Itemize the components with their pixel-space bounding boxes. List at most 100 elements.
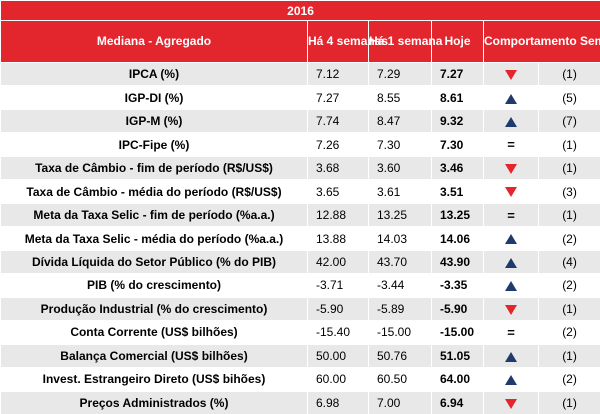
triangle-up-icon	[505, 93, 517, 104]
value-today: -5.90	[431, 296, 484, 322]
trend-cell	[483, 85, 539, 110]
indicator-label: IPC-Fipe (%)	[0, 132, 308, 157]
value-4-weeks-ago: 60.00	[307, 367, 369, 392]
value-1-week-ago: 7.30	[368, 132, 432, 157]
header-indicator: Mediana - Agregado	[0, 20, 308, 63]
table-row: Balança Comercial (US$ bilhões) 50.00 50.7…	[0, 343, 600, 369]
indicator-label: Preços Administrados (%)	[0, 390, 308, 414]
table-body: IPCA (%) 7.12 7.29 7.27 (1) IGP-DI (%) 7.27 8.5…	[0, 61, 600, 414]
value-1-week-ago: -15.00	[368, 320, 432, 345]
value-today: 51.05	[431, 343, 484, 369]
value-today: 3.51	[431, 179, 484, 204]
table-row: PIB (% do crescimento) -3.71 -3.44 -3.35 (2)	[0, 273, 600, 298]
value-4-weeks-ago: 50.00	[307, 343, 369, 369]
value-4-weeks-ago: 7.74	[307, 108, 369, 134]
triangle-down-icon	[505, 304, 517, 315]
equals-icon: =	[507, 207, 515, 223]
value-today: 7.30	[431, 132, 484, 157]
value-1-week-ago: 50.76	[368, 343, 432, 369]
trend-cell	[483, 367, 539, 392]
value-today: 13.25	[431, 202, 484, 228]
consecutive-weeks: (4)	[537, 249, 600, 275]
indicator-label: IGP-DI (%)	[0, 85, 308, 110]
value-today: 7.27	[431, 61, 484, 87]
value-today: 3.46	[431, 155, 484, 181]
trend-cell	[483, 61, 539, 87]
table-row: Taxa de Câmbio - média do período (R$/US…	[0, 179, 600, 204]
header-today: Hoje	[431, 20, 484, 63]
consecutive-weeks: (1)	[537, 202, 600, 228]
table-row: IPC-Fipe (%) 7.26 7.30 7.30 = (1)	[0, 132, 600, 157]
table-row: Conta Corrente (US$ bilhões) -15.40 -15.00…	[0, 320, 600, 345]
table-row: Preços Administrados (%) 6.98 7.00 6.94 (1)	[0, 390, 600, 414]
consecutive-weeks: (1)	[537, 155, 600, 181]
value-1-week-ago: 7.29	[368, 61, 432, 87]
consecutive-weeks: (1)	[537, 390, 600, 414]
equals-icon: =	[507, 137, 515, 153]
triangle-down-icon	[505, 187, 517, 198]
value-1-week-ago: 8.55	[368, 85, 432, 110]
value-4-weeks-ago: 13.88	[307, 226, 369, 251]
table-row: Dívida Líquida do Setor Público (% do PI…	[0, 249, 600, 275]
triangle-down-icon	[505, 163, 517, 174]
indicator-label: Meta da Taxa Selic - média do período (%…	[0, 226, 308, 251]
indicator-label: PIB (% do crescimento)	[0, 273, 308, 298]
consecutive-weeks: (2)	[537, 226, 600, 251]
table-row: Meta da Taxa Selic - média do período (%…	[0, 226, 600, 251]
triangle-up-icon	[505, 375, 517, 386]
trend-cell	[483, 226, 539, 251]
value-4-weeks-ago: -5.90	[307, 296, 369, 322]
table-row: IPCA (%) 7.12 7.29 7.27 (1)	[0, 61, 600, 87]
indicator-label: Taxa de Câmbio - fim de período (R$/US$)	[0, 155, 308, 181]
value-4-weeks-ago: 42.00	[307, 249, 369, 275]
value-1-week-ago: -3.44	[368, 273, 432, 298]
value-1-week-ago: 3.60	[368, 155, 432, 181]
value-today: 43.90	[431, 249, 484, 275]
value-today: 8.61	[431, 85, 484, 110]
consecutive-weeks: (2)	[537, 320, 600, 345]
triangle-up-icon	[505, 257, 517, 268]
trend-cell	[483, 155, 539, 181]
indicator-label: IPCA (%)	[0, 61, 308, 87]
year-title: 2016	[0, 0, 600, 21]
equals-icon: =	[507, 324, 515, 340]
consecutive-weeks: (1)	[537, 61, 600, 87]
indicator-label: Meta da Taxa Selic - fim de período (%a.…	[0, 202, 308, 228]
trend-cell	[483, 249, 539, 275]
header-1-week-ago: Há 1 semana	[368, 20, 442, 63]
trend-cell	[483, 390, 539, 414]
trend-cell	[483, 108, 539, 134]
consecutive-weeks: (2)	[537, 273, 600, 298]
value-today: 64.00	[431, 367, 484, 392]
consecutive-weeks: (1)	[537, 343, 600, 369]
triangle-up-icon	[505, 281, 517, 292]
table-row: Invest. Estrangeiro Direto (US$ bihões) 6…	[0, 367, 600, 392]
indicator-label: Produção Industrial (% do crescimento)	[0, 296, 308, 322]
table-row: Produção Industrial (% do crescimento) -5…	[0, 296, 600, 322]
triangle-down-icon	[505, 398, 517, 409]
value-4-weeks-ago: 3.65	[307, 179, 369, 204]
value-1-week-ago: 8.47	[368, 108, 432, 134]
value-1-week-ago: 60.50	[368, 367, 432, 392]
consecutive-weeks: (1)	[537, 132, 600, 157]
consecutive-weeks: (5)	[537, 85, 600, 110]
trend-cell	[483, 343, 539, 369]
triangle-up-icon	[505, 117, 517, 127]
trend-cell	[483, 273, 539, 298]
header-weekly-behavior: Comportamento Semanal	[482, 20, 600, 63]
indicator-label: Balança Comercial (US$ bilhões)	[0, 343, 308, 369]
indicator-label: Invest. Estrangeiro Direto (US$ bihões)	[0, 367, 308, 392]
value-today: 6.94	[431, 390, 484, 414]
value-1-week-ago: 14.03	[368, 226, 432, 251]
consecutive-weeks: (1)	[537, 296, 600, 322]
triangle-up-icon	[505, 234, 517, 245]
indicator-label: Taxa de Câmbio - média do período (R$/US…	[0, 179, 308, 204]
indicator-label: Dívida Líquida do Setor Público (% do PI…	[0, 249, 308, 275]
table-row: IGP-DI (%) 7.27 8.55 8.61 (5)	[0, 85, 600, 110]
table-row: Meta da Taxa Selic - fim de período (%a.…	[0, 202, 600, 228]
trend-cell: =	[483, 320, 539, 345]
value-4-weeks-ago: -3.71	[307, 273, 369, 298]
indicator-label: Conta Corrente (US$ bilhões)	[0, 320, 308, 345]
trend-cell: =	[483, 202, 539, 228]
